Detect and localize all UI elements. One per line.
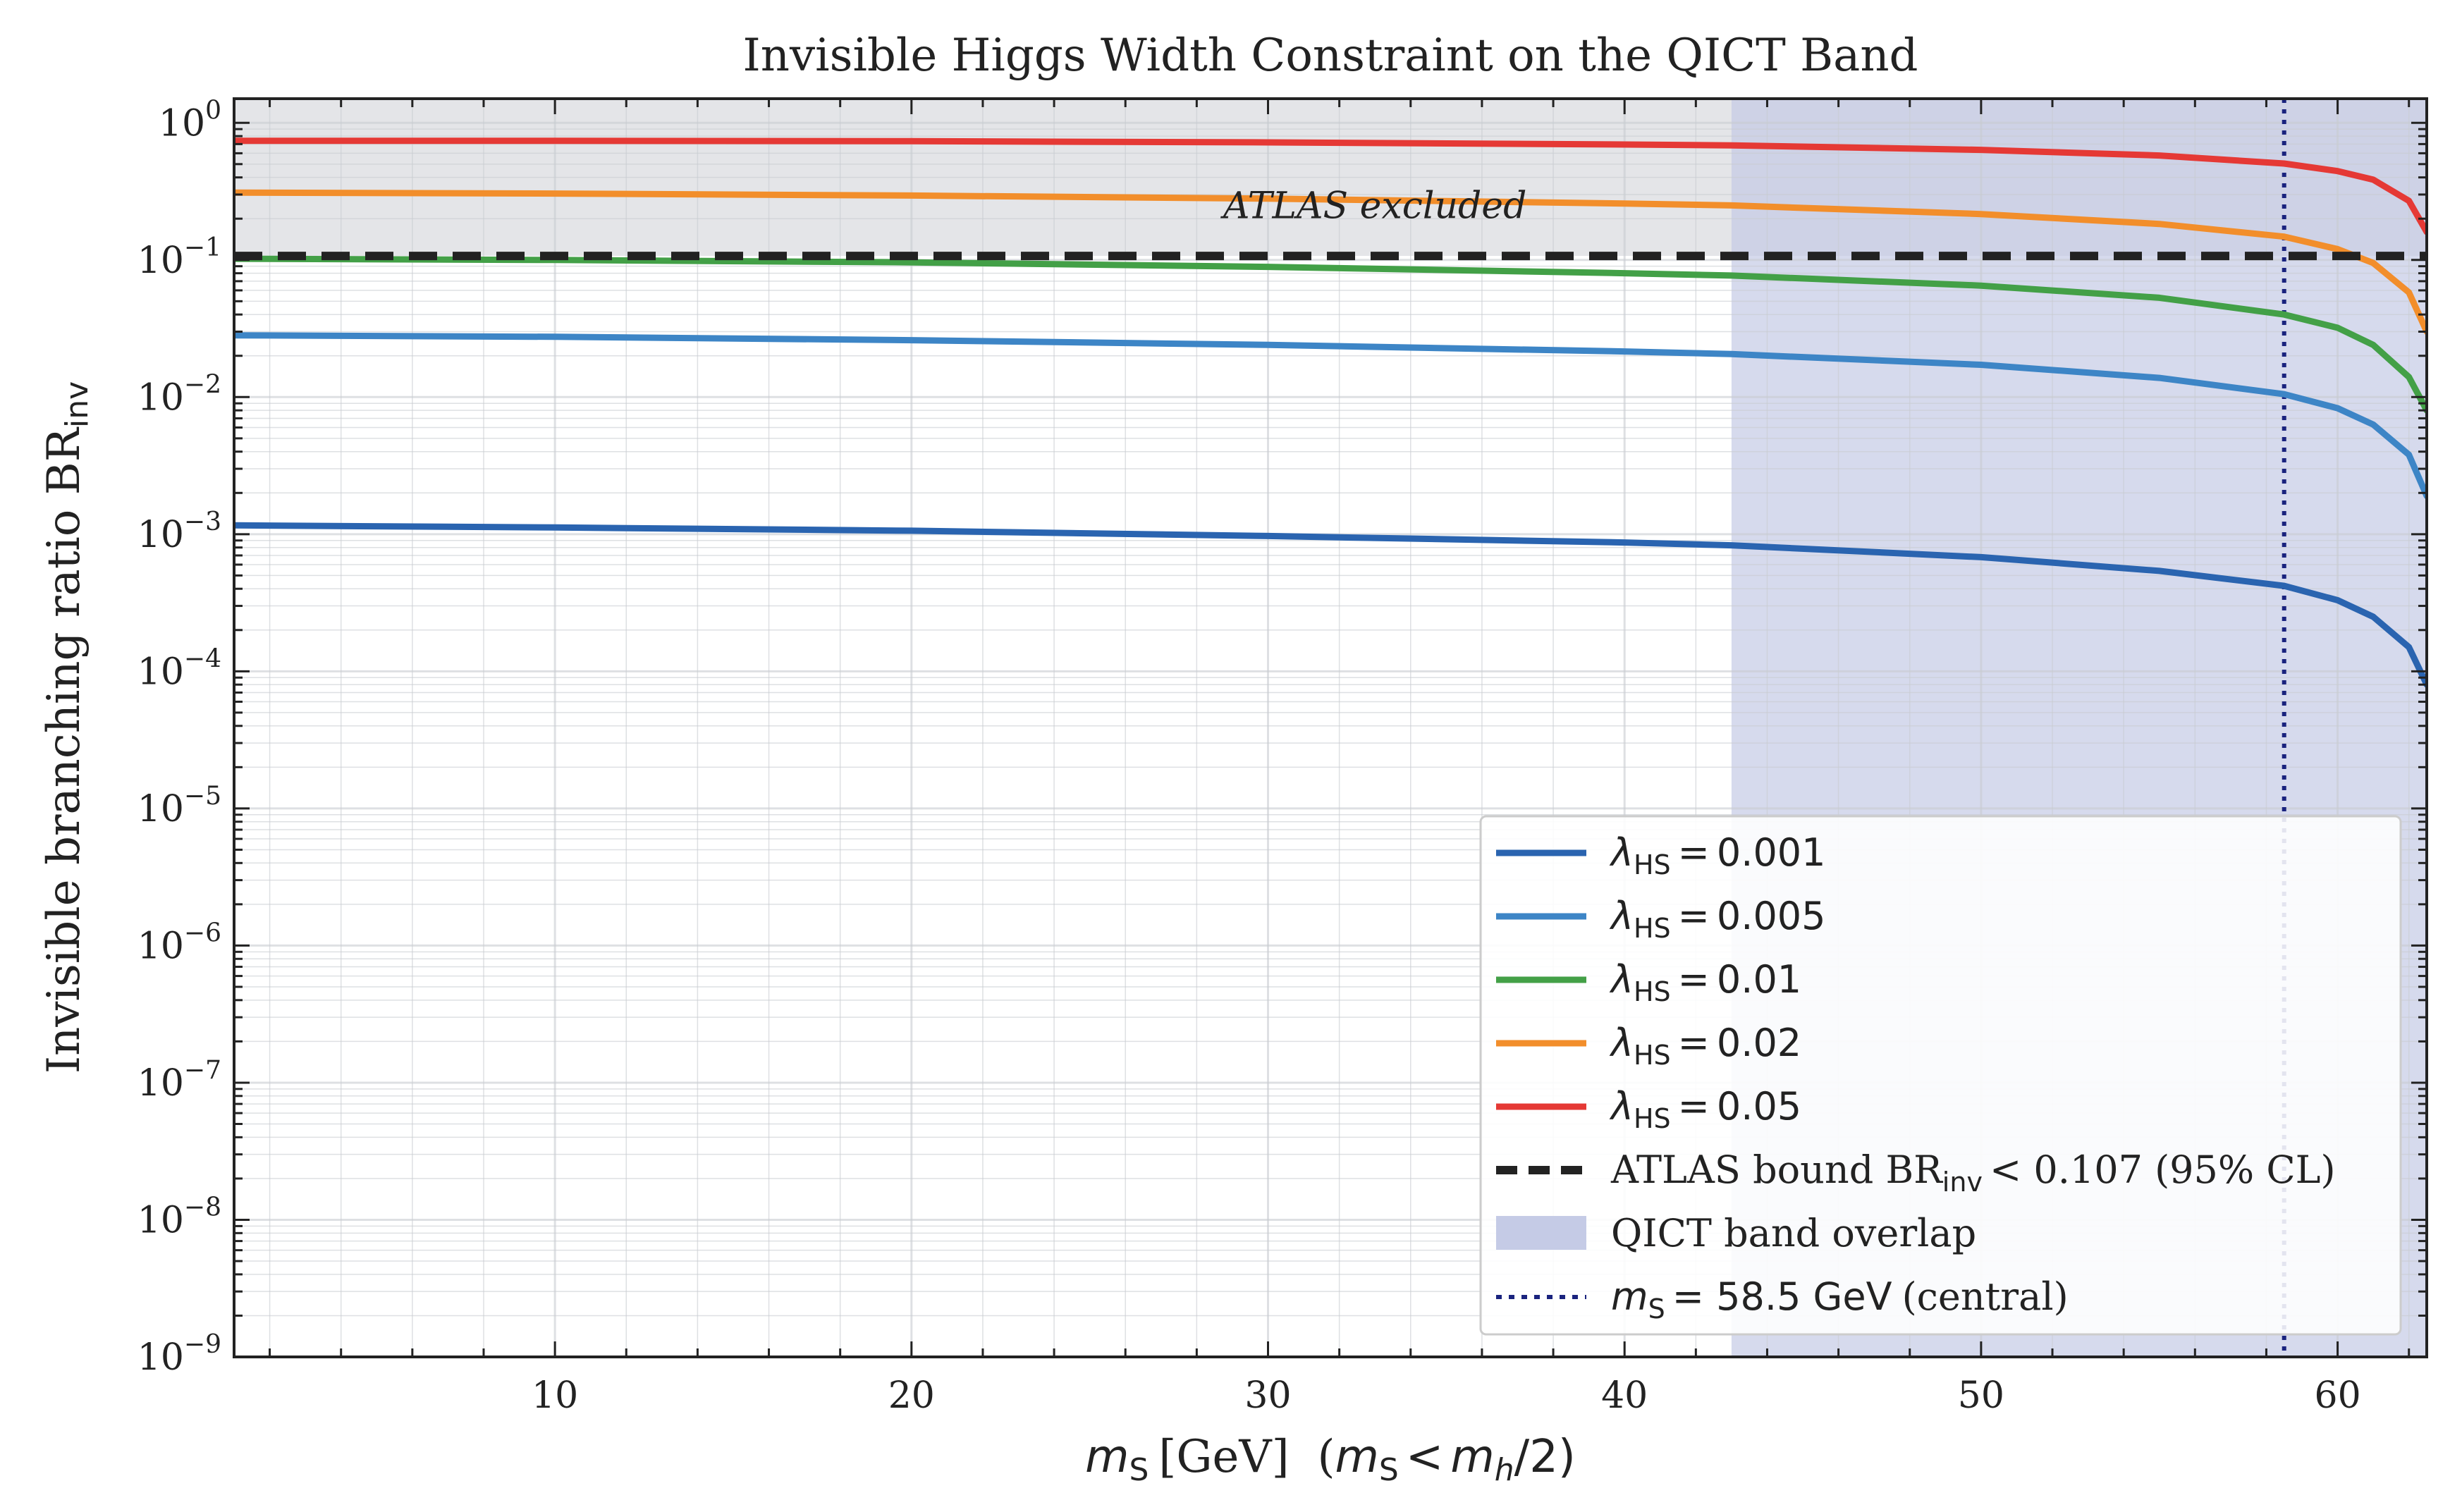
y-axis-label: Invisible branching ratio BRinv [38,381,95,1074]
series-lines [234,137,2427,688]
y-tick-label: 10−7 [137,1056,221,1105]
series-line-lambda-0-001 [234,522,2427,688]
legend-patch-qict-band [1496,1216,1586,1250]
x-tick-label: 50 [1958,1375,2004,1417]
y-tick-label: 10−5 [137,782,221,830]
series-line-lambda-0-005 [234,332,2427,500]
chart-title: Invisible Higgs Width Constraint on the … [742,30,1918,82]
x-tick-label: 20 [888,1375,935,1417]
y-tick-label: 10−8 [137,1193,221,1241]
x-tick-label: 40 [1601,1375,1648,1417]
legend-label-lambda-0-05: λHS = 0.05 [1609,1084,1801,1134]
series-line-lambda-0-01 [234,255,2427,414]
legend-label-lambda-0-001: λHS = 0.001 [1609,830,1826,880]
plot-frame [233,97,2428,1358]
atlas-excluded-label: ATLAS excluded [1220,185,1526,227]
y-tick-label: 100 [159,96,221,145]
y-tick-label: 10−1 [137,233,221,282]
legend-label-atlas-bound: ATLAS bound BRinv < 0.107 (95% CL) [1610,1148,2336,1198]
y-tick-label: 10−2 [137,370,221,419]
axis-ticks [234,99,2427,1358]
legend: λHS = 0.001 λHS = 0.005 λHS = 0.01 λHS = 0.02 λH… [1479,815,2402,1336]
x-tick-labels: 10 20 30 40 50 60 [532,1375,2361,1417]
legend-label-qict-band: QICT band overlap [1611,1211,1976,1255]
y-tick-labels: 10−9 10−8 10−7 10−6 10−5 10−4 10−3 10−2 10−1 100 [137,96,221,1379]
x-tick-label: 60 [2314,1375,2360,1417]
y-tick-label: 10−4 [137,644,221,693]
series-line-lambda-0-02 [234,189,2427,335]
legend-label-lambda-0-005: λHS = 0.005 [1609,894,1826,944]
y-tick-label: 10−6 [137,918,221,967]
y-tick-label: 10−9 [137,1330,221,1379]
legend-box [1479,815,2402,1336]
legend-label-lambda-0-01: λHS = 0.01 [1609,957,1801,1007]
legend-label-lambda-0-02: λHS = 0.02 [1609,1021,1801,1071]
y-tick-label: 10−3 [137,508,221,556]
x-axis-label: mS [GeV] (mS < mh/2) [1085,1431,1576,1488]
legend-label-central-mass: mS = 58.5 GeV (central) [1611,1274,2069,1324]
series-line-lambda-0-05 [234,137,2427,235]
x-tick-label: 30 [1244,1375,1291,1417]
x-tick-label: 10 [532,1375,578,1417]
